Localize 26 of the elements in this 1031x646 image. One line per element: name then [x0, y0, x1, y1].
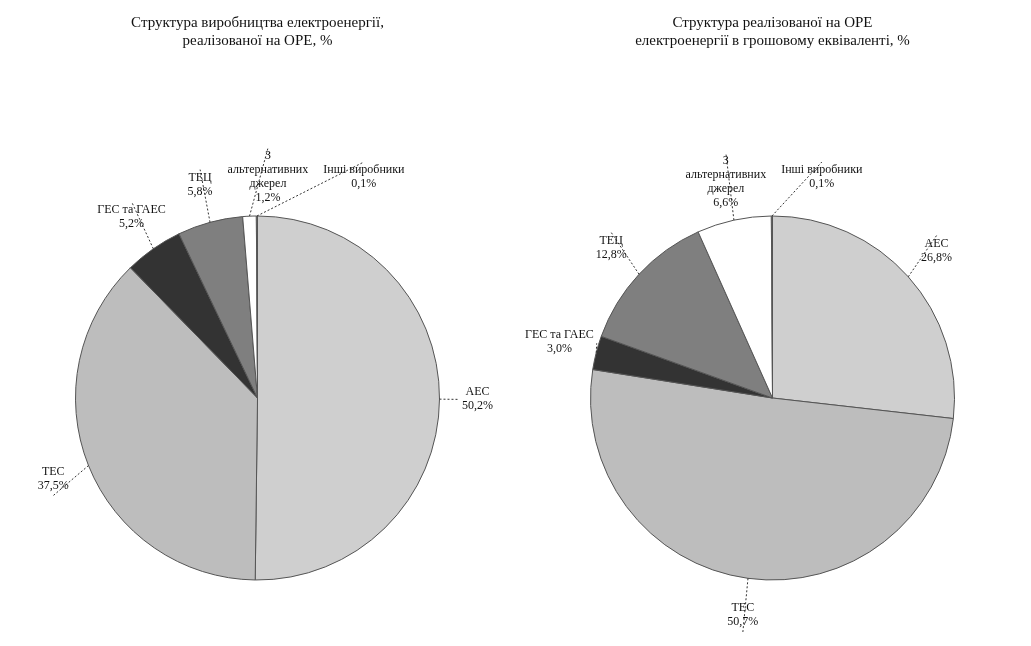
slice-label: ТЕС [731, 600, 755, 615]
data-label: 50,2% [462, 397, 493, 412]
chart-title: Структура реалізованої на ОРЕ електроенергії в грошовому еквіваленті, % [635, 13, 910, 48]
data-label: 5,2% [119, 215, 145, 230]
data-label: 37,5% [37, 477, 69, 492]
slice-label: Інші виробники [323, 162, 406, 177]
slice-label: ГЕС та ГАЕС [525, 327, 594, 342]
slice-label: З альтернативних джерел [685, 153, 767, 196]
slice-label: ТЕЦ [599, 232, 624, 247]
slice-label: ГЕС та ГАЕС [97, 201, 166, 216]
data-label: 5,8% [187, 183, 213, 198]
data-label: 6,6% [713, 195, 739, 210]
data-label: 0,1% [351, 176, 377, 191]
data-label: 1,2% [255, 190, 281, 205]
data-label: 12,8% [595, 246, 627, 261]
slice-label: АЕС [465, 383, 490, 398]
slice-label: ТЕС [41, 463, 65, 478]
data-label: 26,8% [921, 249, 953, 264]
slice-label: АЕС [924, 235, 949, 250]
data-label: 50,7% [727, 614, 759, 629]
slice-label: Інші виробники [781, 162, 864, 177]
data-label: 3,0% [546, 341, 572, 356]
chart-title: Структура виробництва електроенергії, реалізованої на ОРЕ, % [131, 13, 384, 48]
data-label: 0,1% [809, 176, 835, 191]
slice-label: З альтернативних джерел [227, 148, 309, 191]
slice-label: ТЕЦ [188, 169, 213, 184]
